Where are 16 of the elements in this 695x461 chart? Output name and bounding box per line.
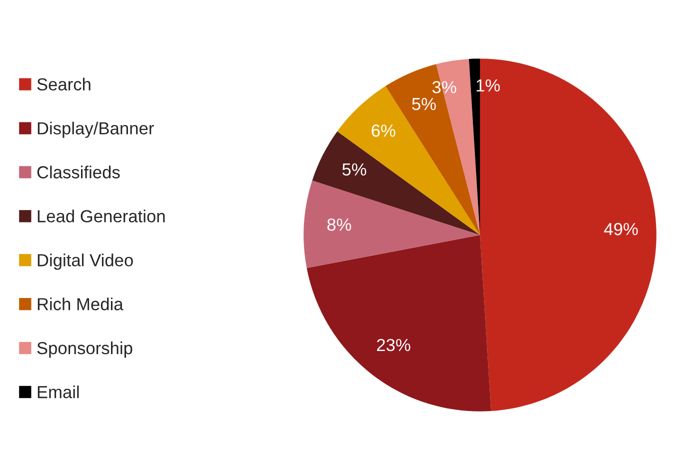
data-label: 5% [412, 98, 436, 110]
data-label: 8% [327, 218, 352, 231]
legend-label: Display/Banner [38, 122, 154, 138]
legend-label: Digital Video [38, 254, 133, 270]
data-label: 5% [342, 163, 366, 176]
data-label: 6% [372, 124, 396, 137]
pie-slice [306, 235, 492, 412]
pie-slice [304, 180, 480, 268]
legend-label: Lead Generation [38, 210, 165, 222]
data-label: 23% [377, 338, 410, 352]
legend-label: Search [37, 78, 90, 91]
legend-label: Email [38, 385, 79, 398]
legend-label: Sponsorship [37, 342, 132, 358]
legend-label: Rich Media [38, 298, 124, 310]
legend-label: Classifieds [37, 166, 120, 178]
data-label: 49% [604, 222, 638, 236]
